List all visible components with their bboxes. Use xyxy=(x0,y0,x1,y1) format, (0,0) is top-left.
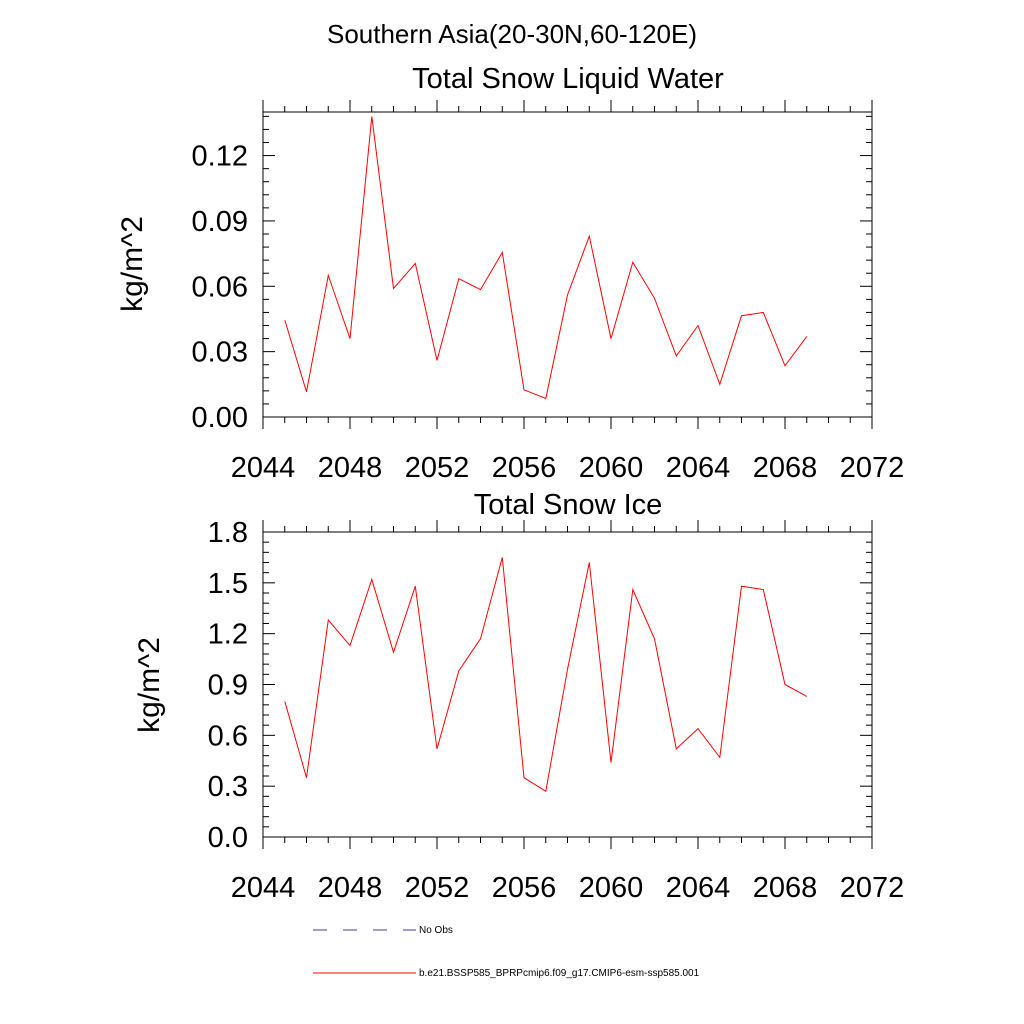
x-tick-label: 2048 xyxy=(318,452,383,484)
y-tick-label: 0.12 xyxy=(192,141,248,173)
y-tick-label: 1.5 xyxy=(208,568,248,600)
x-tick-label: 2044 xyxy=(231,452,296,484)
panel-snow-ice: Total Snow Ice kg/m^2 2044 2048 2052 2056 20… xyxy=(133,489,904,904)
x-tick-labels: 2044 2048 2052 2056 2060 2064 2068 2072 xyxy=(231,872,905,904)
legend-item-no-obs: No Obs xyxy=(313,925,453,936)
y-tick-label: 0.06 xyxy=(192,271,248,303)
x-tick-label: 2068 xyxy=(753,452,818,484)
panel-snow-liquid-water: Total Snow Liquid Water kg/m^2 2044 2048 2… xyxy=(116,63,904,484)
x-tick-label: 2060 xyxy=(579,872,644,904)
x-tick-label: 2052 xyxy=(405,872,470,904)
x-tick-label: 2060 xyxy=(579,452,644,484)
x-tick-label: 2056 xyxy=(492,872,557,904)
x-tick-label: 2048 xyxy=(318,872,383,904)
y-tick-label: 0.0 xyxy=(208,822,248,854)
y-axis-label: kg/m^2 xyxy=(133,637,166,733)
panel-title: Total Snow Liquid Water xyxy=(412,63,724,95)
y-tick-labels: 0.0 0.3 0.6 0.9 1.2 1.5 1.8 xyxy=(208,517,248,854)
x-tick-label: 2072 xyxy=(840,452,905,484)
y-tick-label: 0.03 xyxy=(192,337,248,369)
figure-title: Southern Asia(20-30N,60-120E) xyxy=(327,19,697,49)
x-tick-label: 2068 xyxy=(753,872,818,904)
y-tick-label: 0.6 xyxy=(208,720,248,752)
x-tick-labels: 2044 2048 2052 2056 2060 2064 2068 2072 xyxy=(231,452,905,484)
series-line xyxy=(284,116,808,400)
x-tick-label: 2072 xyxy=(840,872,905,904)
y-tick-label: 0.3 xyxy=(208,771,248,803)
legend-label: b.e21.BSSP585_BPRPcmip6.f09_g17.CMIP6-es… xyxy=(419,968,700,979)
legend-label: No Obs xyxy=(419,925,453,936)
x-tick-label: 2056 xyxy=(492,452,557,484)
x-tick-label: 2064 xyxy=(666,452,731,484)
plot-frame xyxy=(262,111,873,418)
series-line xyxy=(284,557,808,793)
legend-item-model-run: b.e21.BSSP585_BPRPcmip6.f09_g17.CMIP6-es… xyxy=(313,968,700,979)
legend: No Obs b.e21.BSSP585_BPRPcmip6.f09_g17.C… xyxy=(313,925,700,979)
x-tick-label: 2052 xyxy=(405,452,470,484)
plot-frame xyxy=(262,531,873,838)
x-tick-label: 2064 xyxy=(666,872,731,904)
y-tick-labels: 0.00 0.03 0.06 0.09 0.12 xyxy=(192,141,248,434)
axis-ticks xyxy=(262,520,873,849)
y-tick-label: 1.8 xyxy=(208,517,248,549)
y-axis-label: kg/m^2 xyxy=(116,216,149,312)
y-tick-label: 0.9 xyxy=(208,670,248,702)
x-tick-label: 2044 xyxy=(231,872,296,904)
axis-ticks xyxy=(262,100,873,429)
panel-title: Total Snow Ice xyxy=(474,489,663,521)
y-tick-label: 0.09 xyxy=(192,206,248,238)
y-tick-label: 1.2 xyxy=(208,619,248,651)
y-tick-label: 0.00 xyxy=(192,402,248,434)
